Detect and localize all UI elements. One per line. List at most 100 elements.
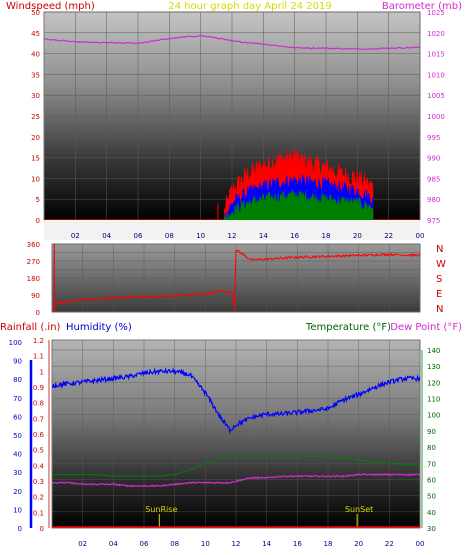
windspeed-ticks: 0 5 10 15 20 25 30 35 40 45 50 [31, 9, 40, 225]
hour-tick-label: 06 [140, 540, 149, 548]
compass-label: N [436, 304, 443, 315]
humidity-tick-label: 60 [13, 413, 22, 421]
humidity-axis-label: Humidity (%) [66, 322, 132, 333]
temperature-tick-label: 40 [427, 509, 436, 517]
humidity-tick-label: 70 [13, 395, 22, 403]
windspeed-tick-label: 40 [31, 51, 40, 59]
windspeed-tick-label: 0 [36, 217, 40, 225]
humidity-tick-label: 50 [13, 432, 22, 440]
humidity-tick-label: 40 [13, 451, 22, 459]
barometer-ticks: 975 980 985 990 995 1000 1005 1010 1015 1020 1025 [427, 9, 445, 225]
hour-tick-label: 16 [293, 540, 302, 548]
windspeed-axis-label: Windspeed (mph) [6, 1, 95, 12]
temperature-tick-label: 50 [427, 493, 436, 501]
hour-tick-label: 00 [416, 232, 425, 240]
hour-tick-label: 04 [102, 232, 111, 240]
temperature-tick-label: 30 [427, 525, 436, 533]
hour-tick-label: 14 [262, 540, 271, 548]
temperature-tick-label: 120 [427, 379, 440, 387]
compass-label: W [436, 259, 446, 270]
humidity-tick-label: 80 [13, 376, 22, 384]
direction-tick-label: 90 [31, 292, 40, 300]
temperature-tick-label: 60 [427, 476, 436, 484]
rainfall-tick-label: 0 [40, 525, 44, 533]
windspeed-tick-label: 30 [31, 92, 40, 100]
rainfall-tick-label: 0.9 [33, 384, 44, 392]
barometer-axis-label: Barometer (mb) [382, 1, 462, 12]
barometer-tick-label: 1020 [427, 30, 445, 38]
climate-panel: Rainfall (.in) Humidity (%) Temperature … [0, 322, 462, 548]
hour-tick-label: 18 [324, 540, 333, 548]
hour-ticks-bottom: 02 04 06 08 10 12 14 16 18 20 22 00 [78, 540, 424, 548]
barometer-tick-label: 1015 [427, 51, 445, 59]
windspeed-tick-label: 35 [31, 71, 40, 79]
sun-event-label: SunRise [145, 505, 177, 514]
barometer-tick-label: 975 [427, 217, 440, 225]
windspeed-tick-label: 45 [31, 30, 40, 38]
windspeed-tick-label: 25 [31, 113, 40, 121]
hour-tick-label: 04 [109, 540, 118, 548]
rainfall-tick-label: 0.5 [33, 447, 44, 455]
rainfall-tick-label: 0.4 [33, 462, 45, 470]
hour-tick-label: 22 [384, 232, 393, 240]
hour-tick-label: 12 [228, 232, 237, 240]
hour-tick-label: 00 [416, 540, 425, 548]
compass-label: E [436, 289, 442, 300]
dew-point-series [51, 472, 421, 488]
rainfall-tick-label: 0.2 [33, 494, 44, 502]
temperature-tick-label: 80 [427, 444, 436, 452]
humidity-series [51, 367, 421, 435]
temperature-tick-label: 130 [427, 363, 440, 371]
barometer-tick-label: 1000 [427, 113, 445, 121]
hour-tick-label: 22 [385, 540, 394, 548]
hour-ticks-top: 02 04 06 08 10 12 14 16 18 20 22 00 [71, 232, 425, 240]
barometer-series [43, 34, 421, 51]
sun-event-label: SunSet [345, 505, 373, 514]
direction-tick-label: 180 [27, 275, 40, 283]
temperature-ticks: 30 40 50 60 70 80 90 100 110 120 130 140 [421, 347, 440, 533]
hour-tick-label: 20 [354, 540, 363, 548]
windspeed-tick-label: 20 [31, 134, 40, 142]
temperature-tick-label: 110 [427, 396, 440, 404]
compass-label: S [436, 274, 442, 285]
rainfall-tick-label: 0.6 [33, 431, 45, 439]
rainfall-tick-label: 1 [40, 368, 44, 376]
compass-label: N [436, 244, 443, 255]
windspeed-tick-label: 10 [31, 175, 40, 183]
wind-low-series [223, 189, 374, 222]
dewpoint-axis-label: Dew Point (°F) [390, 322, 462, 333]
direction-tick-label: 360 [27, 241, 40, 249]
hour-tick-label: 08 [170, 540, 179, 548]
windspeed-tick-label: 15 [31, 155, 40, 163]
barometer-tick-label: 995 [427, 134, 440, 142]
humidity-tick-label: 0 [18, 525, 22, 533]
rainfall-tick-label: 1.1 [33, 353, 44, 361]
barometer-tick-label: 990 [427, 155, 440, 163]
barometer-tick-label: 1010 [427, 71, 445, 79]
windspeed-tick-label: 50 [31, 9, 40, 17]
hour-tick-label: 10 [196, 232, 205, 240]
wind-barometer-panel: 24 hour graph day April 24 2019 Windspee… [6, 1, 462, 240]
hour-tick-label: 10 [201, 540, 210, 548]
humidity-tick-label: 20 [13, 488, 22, 496]
hour-tick-label: 12 [232, 540, 241, 548]
barometer-tick-label: 985 [427, 175, 440, 183]
temperature-tick-label: 140 [427, 347, 440, 355]
rainfall-axis-label: Rainfall (.in) [0, 322, 61, 333]
rainfall-tick-label: 0.7 [33, 415, 44, 423]
humidity-tick-label: 90 [13, 358, 22, 366]
barometer-tick-label: 1005 [427, 92, 445, 100]
temperature-tick-label: 70 [427, 460, 436, 468]
direction-degree-ticks: 0 90 180 270 360 [27, 241, 40, 317]
hour-tick-label: 02 [78, 540, 87, 548]
humidity-ticks: 0 10 20 30 40 50 60 70 80 90 100 [9, 339, 33, 533]
rainfall-tick-label: 1.2 [33, 337, 44, 345]
hour-tick-label: 08 [165, 232, 174, 240]
barometer-tick-label: 980 [427, 196, 440, 204]
hour-tick-label: 06 [134, 232, 143, 240]
hour-tick-label: 18 [322, 232, 331, 240]
direction-tick-label: 270 [27, 258, 40, 266]
